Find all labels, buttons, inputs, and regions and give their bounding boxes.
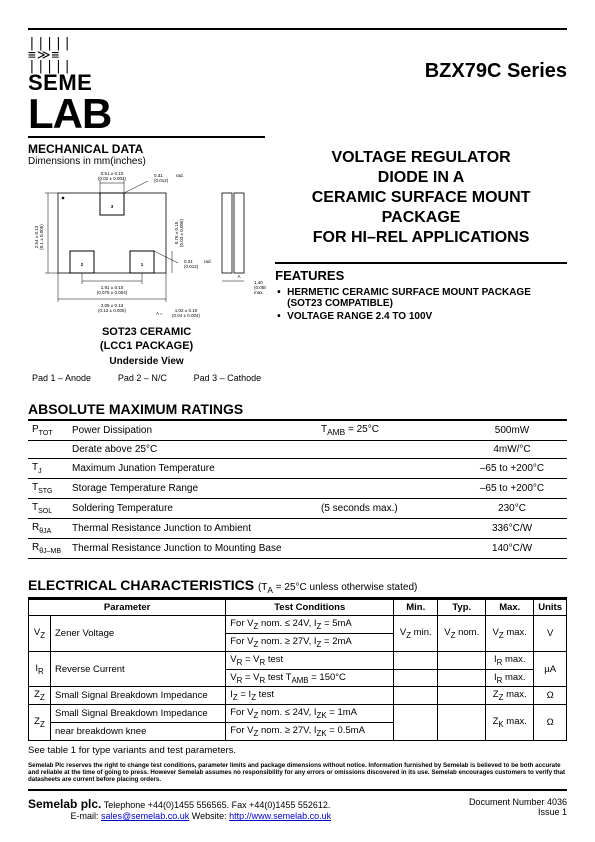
svg-text:A: A xyxy=(237,274,240,279)
svg-text:(0.12 ± 0.005): (0.12 ± 0.005) xyxy=(98,308,126,313)
ec-heading: ELECTRICAL CHARACTERISTICS (TA = 25°C un… xyxy=(28,577,567,599)
svg-text:3: 3 xyxy=(111,204,114,209)
features-heading: FEATURES xyxy=(275,262,567,283)
website-link[interactable]: http://www.semelab.co.uk xyxy=(229,811,331,821)
product-title: VOLTAGE REGULATOR DIODE IN A CERAMIC SUR… xyxy=(275,148,567,248)
package-diagram: 3 2 1 0.51 ± 0.10 (0.02 ± 0.004) 0.31 (0… xyxy=(28,171,265,324)
dimension-note: Dimensions in mm(inches) xyxy=(28,156,265,167)
pad3: Pad 3 – Cathode xyxy=(194,373,262,383)
document-number: Document Number 4036 xyxy=(469,797,567,807)
svg-text:(0.012): (0.012) xyxy=(184,264,199,269)
disclaimer: Semelab Plc reserves the right to change… xyxy=(28,762,567,791)
svg-text:rad.: rad. xyxy=(204,259,212,264)
page-header: ||||| ≡≫≡ ||||| SEME LAB BZX79C Series xyxy=(28,38,567,134)
mechanical-heading: MECHANICAL DATA xyxy=(28,136,265,156)
amr-table: PTOTPower DissipationTAMB = 25°C500mWDer… xyxy=(28,421,567,559)
svg-text:2: 2 xyxy=(81,262,84,267)
svg-text:rad.: rad. xyxy=(176,173,184,178)
pad2: Pad 2 – N/C xyxy=(118,373,167,383)
ec-condition: (TA = 25°C unless otherwise stated) xyxy=(258,582,417,593)
pad1: Pad 1 – Anode xyxy=(32,373,91,383)
telephone: Telephone +44(0)1455 556565. Fax +44(0)1… xyxy=(104,800,331,810)
amr-heading: ABSOLUTE MAXIMUM RATINGS xyxy=(28,401,567,421)
ec-footnote: See table 1 for type variants and test p… xyxy=(28,745,567,756)
package-name-1: SOT23 CERAMIC xyxy=(28,326,265,338)
email-link[interactable]: sales@semelab.co.uk xyxy=(101,811,189,821)
svg-text:1: 1 xyxy=(141,262,144,267)
svg-text:A =: A = xyxy=(156,311,163,316)
svg-text:(0.1 ± 0.005): (0.1 ± 0.005) xyxy=(39,224,44,250)
features-list: HERMETIC CERAMIC SURFACE MOUNT PACKAGE (… xyxy=(275,287,567,322)
website-label: Website: xyxy=(192,811,229,821)
underside-label: Underside View xyxy=(28,356,265,367)
company-name: Semelab plc. xyxy=(28,797,101,811)
ec-table: Parameter Test Conditions Min. Typ. Max.… xyxy=(28,599,567,741)
svg-text:max.: max. xyxy=(254,290,264,295)
pad-legend: Pad 1 – Anode Pad 2 – N/C Pad 3 – Cathod… xyxy=(28,373,265,383)
svg-text:(0.075 ± 0.004): (0.075 ± 0.004) xyxy=(97,290,128,295)
issue-number: Issue 1 xyxy=(469,807,567,817)
logo: ||||| ≡≫≡ ||||| SEME LAB xyxy=(28,38,111,134)
series-title: BZX79C Series xyxy=(425,60,567,83)
page-footer: Semelab plc. Telephone +44(0)1455 556565… xyxy=(28,797,567,821)
email-label: E-mail: xyxy=(71,811,102,821)
feature-item: VOLTAGE RANGE 2.4 TO 100V xyxy=(277,311,567,322)
package-name-2: (LCC1 PACKAGE) xyxy=(28,340,265,352)
feature-item: HERMETIC CERAMIC SURFACE MOUNT PACKAGE (… xyxy=(277,287,567,309)
svg-text:(0.04 ± 0.004): (0.04 ± 0.004) xyxy=(172,313,200,318)
logo-text-2: LAB xyxy=(28,94,111,134)
svg-text:(0.012): (0.012) xyxy=(154,178,169,183)
svg-text:(0.02 ± 0.004): (0.02 ± 0.004) xyxy=(98,176,126,181)
svg-text:(0.03 ± 0.006): (0.03 ± 0.006) xyxy=(179,218,184,246)
